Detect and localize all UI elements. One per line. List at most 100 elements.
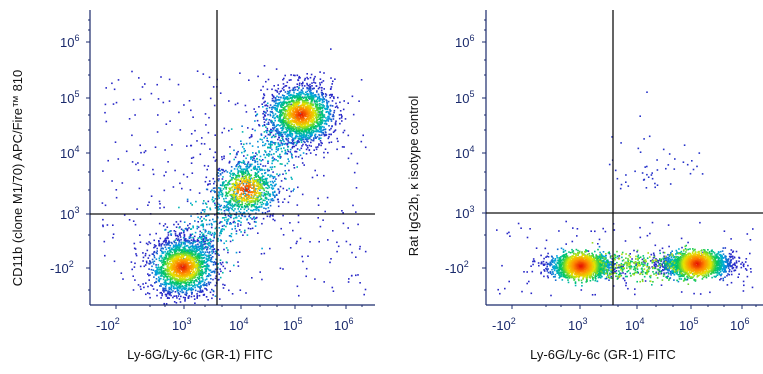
event-dot [324,211,326,213]
event-dot [213,290,215,292]
event-dot [339,114,341,116]
event-dot [183,254,185,256]
event-dot [156,278,158,280]
event-dot [284,143,286,145]
event-dot [184,294,186,296]
event-dot [269,216,271,218]
event-dot [329,262,331,264]
event-dot [257,201,259,203]
event-dot [192,116,194,118]
event-dot [104,241,106,243]
event-dot [245,292,247,294]
event-dot [158,240,160,242]
event-dot [209,233,211,235]
event-dot [282,94,284,96]
event-dot [166,303,168,305]
event-dot [316,85,318,87]
event-dot [338,246,340,248]
event-dot [274,185,276,187]
event-dot [132,161,134,163]
event-dot [262,106,264,108]
event-dot [274,144,276,146]
event-dot [263,182,265,184]
event-dot [278,88,280,90]
event-dot [245,105,247,107]
event-dot [213,264,215,266]
event-dot [195,261,197,263]
event-dot [341,120,343,122]
event-dot [160,292,162,294]
event-dot [275,90,277,92]
event-dot [280,163,282,165]
event-dot [252,184,254,186]
event-dot [184,300,186,302]
event-dot [187,253,189,255]
event-dot [303,133,305,135]
event-dot [269,107,271,109]
event-dot [153,255,155,257]
event-dot [255,195,257,197]
event-dot [202,244,204,246]
event-dot [211,199,213,201]
event-dot [215,207,217,209]
event-dot [275,159,277,161]
event-dot [167,265,169,267]
event-dot [240,217,242,219]
event-dot [288,134,290,136]
event-dot [179,227,181,229]
event-dot [186,241,188,243]
event-dot [311,82,313,84]
event-dot [139,145,141,147]
event-dot [327,239,329,241]
event-dot [185,228,187,230]
event-dot [112,224,114,226]
event-dot [156,258,158,260]
event-dot [179,183,181,185]
event-dot [274,136,276,138]
event-dot [270,175,272,177]
event-dot [165,258,167,260]
event-dot [275,113,277,115]
event-dot [289,90,291,92]
event-dot [291,156,293,158]
event-dot [288,138,290,140]
event-dot [178,295,180,297]
event-dot [244,232,246,234]
event-dot [147,273,149,275]
event-dot [276,128,278,130]
event-dot [342,146,344,148]
event-dot [169,269,171,271]
event-dot [272,192,274,194]
event-dot [116,189,118,191]
event-dot [264,173,266,175]
event-dot [272,215,274,217]
event-dot [192,233,194,235]
event-dot [146,261,148,263]
event-dot [163,252,165,254]
event-dot [264,145,266,147]
event-dot [294,124,296,126]
event-dot [224,205,226,207]
event-dot [273,97,275,99]
event-dot [258,106,260,108]
event-dot [234,208,236,210]
event-dot [170,295,172,297]
event-dot [241,169,243,171]
event-dot [289,117,291,119]
event-dot [179,275,181,277]
event-dot [239,205,241,207]
event-dot [187,225,189,227]
event-dot [295,156,297,158]
event-dot [143,257,145,259]
event-dot [225,198,227,200]
event-dot [312,92,314,94]
event-dot [195,290,197,292]
event-dot [310,142,312,144]
event-dot [102,202,104,204]
event-dot [155,281,157,283]
event-dot [179,283,181,285]
event-dot [276,131,278,133]
event-dot [219,168,221,170]
event-dot [182,230,184,232]
event-dot [175,295,177,297]
